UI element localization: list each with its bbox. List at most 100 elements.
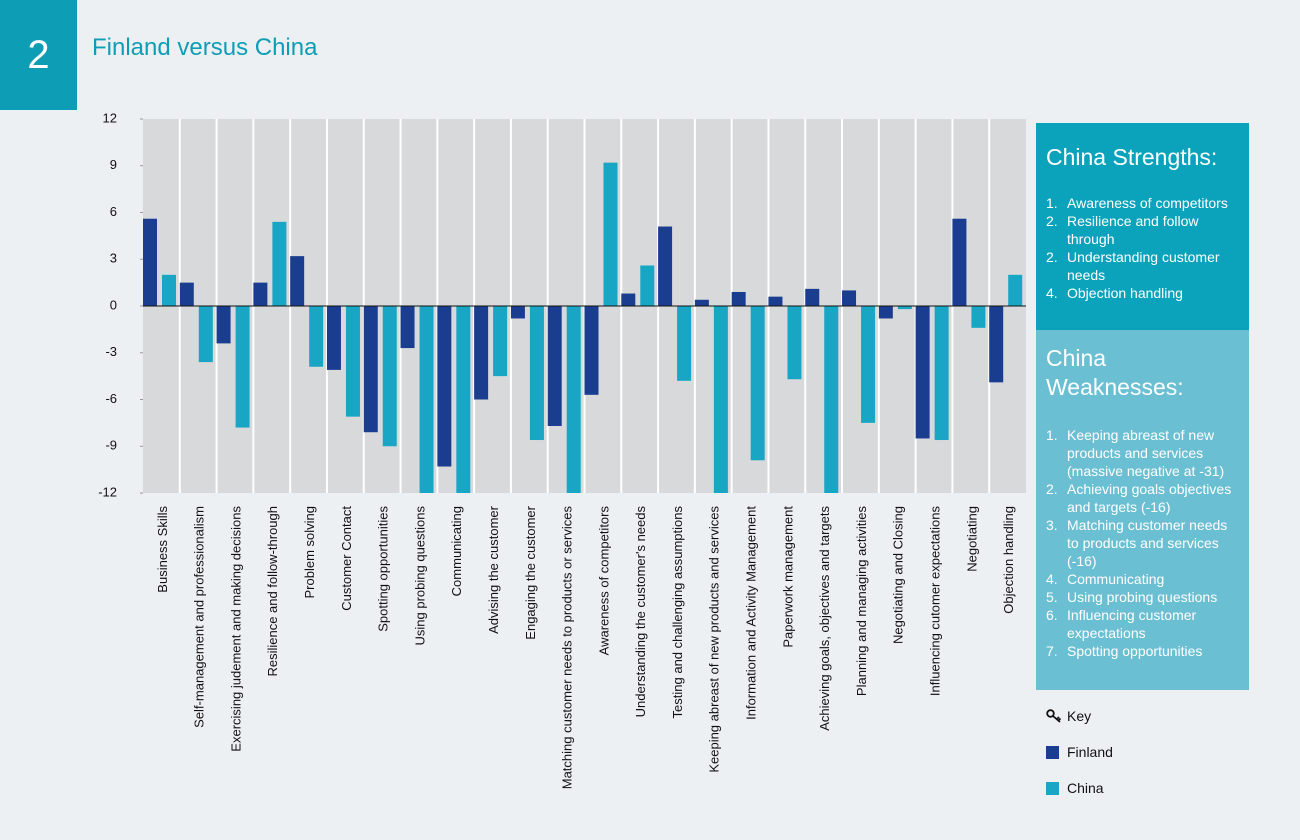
legend-label: Finland (1067, 744, 1113, 760)
bar (897, 306, 912, 310)
item-number: 2. (1046, 213, 1058, 229)
bar (437, 306, 452, 467)
x-tick-label: Business Skills (155, 506, 170, 593)
item-number: 6. (1046, 607, 1058, 623)
bar (731, 291, 746, 306)
bar (235, 306, 250, 428)
x-tick-label: Testing and challenging assumptions (670, 506, 685, 719)
x-tick-label: Paperwork management (780, 506, 795, 648)
x-tick-label: Spotting opportunities (376, 506, 391, 632)
item-text: Understanding customer needs (1067, 249, 1220, 283)
list-item: 1. Keeping abreast of new products and se… (1046, 426, 1239, 480)
bar (677, 306, 692, 381)
y-tick-label: -6 (105, 391, 117, 406)
list-item: 6. Influencing customer expectations (1046, 606, 1239, 642)
bar (713, 306, 728, 493)
x-tick-label: Achieving goals, objectives and targets (817, 506, 832, 731)
bar (326, 306, 341, 370)
list-item: 3. Matching customer needs to products an… (1046, 516, 1239, 570)
bar (952, 218, 967, 306)
item-text: Objection handling (1067, 285, 1183, 301)
bar (915, 306, 930, 439)
bar (603, 162, 618, 306)
x-tick-label: Self-management and professionalism (192, 506, 207, 728)
list-item: 5. Using probing questions (1046, 588, 1239, 606)
legend-item: China (1046, 780, 1104, 796)
bar (345, 306, 360, 417)
x-tick-label: Customer Contact (339, 506, 354, 611)
x-tick-label: Advising the customer (486, 505, 501, 634)
bar (824, 306, 839, 493)
bar (382, 306, 397, 447)
bar (547, 306, 562, 426)
bar (787, 306, 802, 380)
item-number: 5. (1046, 589, 1058, 605)
bar (179, 282, 194, 306)
list-item: 2. Understanding customer needs (1046, 248, 1239, 284)
weaknesses-panel: China Weaknesses: 1. Keeping abreast of n… (1036, 330, 1249, 690)
y-tick-label: 9 (110, 157, 117, 172)
x-tick-label: Awareness of competitors (596, 506, 611, 656)
strengths-panel: China Strengths: 1. Awareness of competit… (1036, 123, 1249, 330)
bar (934, 306, 949, 441)
x-tick-label: Planning and managing activities (854, 506, 869, 697)
bar (363, 306, 378, 433)
item-text: Influencing customer expectations (1067, 607, 1197, 641)
y-tick-label: -9 (105, 438, 117, 453)
list-item: 1. Awareness of competitors (1046, 194, 1239, 212)
weaknesses-list: 1. Keeping abreast of new products and se… (1046, 426, 1239, 660)
y-tick-label: 12 (103, 110, 117, 125)
legend-swatch (1046, 781, 1059, 795)
bar (1008, 274, 1023, 306)
legend-label: China (1067, 780, 1104, 796)
bar (989, 306, 1004, 383)
bar (474, 306, 489, 400)
x-tick-label: Problem solving (302, 506, 317, 599)
list-item: 7. Spotting opportunities (1046, 642, 1239, 660)
item-text: Using probing questions (1067, 589, 1218, 605)
y-tick-label: 6 (110, 204, 117, 219)
x-tick-label: Negotiating and Closing (891, 506, 906, 644)
item-text: Resilience and follow through (1067, 213, 1199, 247)
bar (878, 306, 893, 319)
bar (805, 288, 820, 306)
legend-item: Finland (1046, 744, 1113, 760)
list-item: 4. Objection handling (1046, 284, 1239, 302)
bar (694, 299, 709, 306)
item-number: 1. (1046, 195, 1058, 211)
bar (566, 306, 581, 493)
bar (621, 293, 636, 306)
x-tick-label: Matching customer needs to products or s… (560, 506, 575, 790)
item-number: 7. (1046, 643, 1058, 659)
x-tick-label: Influencing cutomer expectations (927, 506, 942, 697)
bar (971, 306, 986, 328)
y-tick-label: 3 (110, 251, 117, 266)
x-tick-label: Objection handling (1001, 506, 1016, 614)
bar (272, 221, 287, 306)
item-number: 3. (1046, 517, 1058, 533)
item-text: Matching customer needs to products and … (1067, 517, 1228, 569)
y-tick-label: 0 (110, 297, 117, 312)
y-tick-label: -3 (105, 344, 117, 359)
legend-title-row: Key (1046, 708, 1091, 724)
list-item: 4. Communicating (1046, 570, 1239, 588)
bar (861, 306, 876, 423)
item-number: 2. (1046, 249, 1058, 265)
bar (584, 306, 599, 395)
bar (768, 296, 783, 306)
bar (290, 256, 305, 306)
x-tick-label: Communicating (449, 506, 464, 596)
x-tick-label: Negotiating (964, 506, 979, 572)
bar (216, 306, 231, 344)
bar (419, 306, 434, 493)
item-number: 4. (1046, 285, 1058, 301)
bar (658, 226, 673, 306)
bar (309, 306, 324, 367)
bar (640, 265, 655, 306)
bar (842, 290, 857, 306)
x-tick-label: Information and Activity Management (744, 506, 759, 720)
legend-title: Key (1067, 708, 1092, 724)
legend-swatch (1046, 745, 1059, 759)
bar (493, 306, 508, 377)
x-tick-label: Engaging the customer (523, 505, 538, 639)
